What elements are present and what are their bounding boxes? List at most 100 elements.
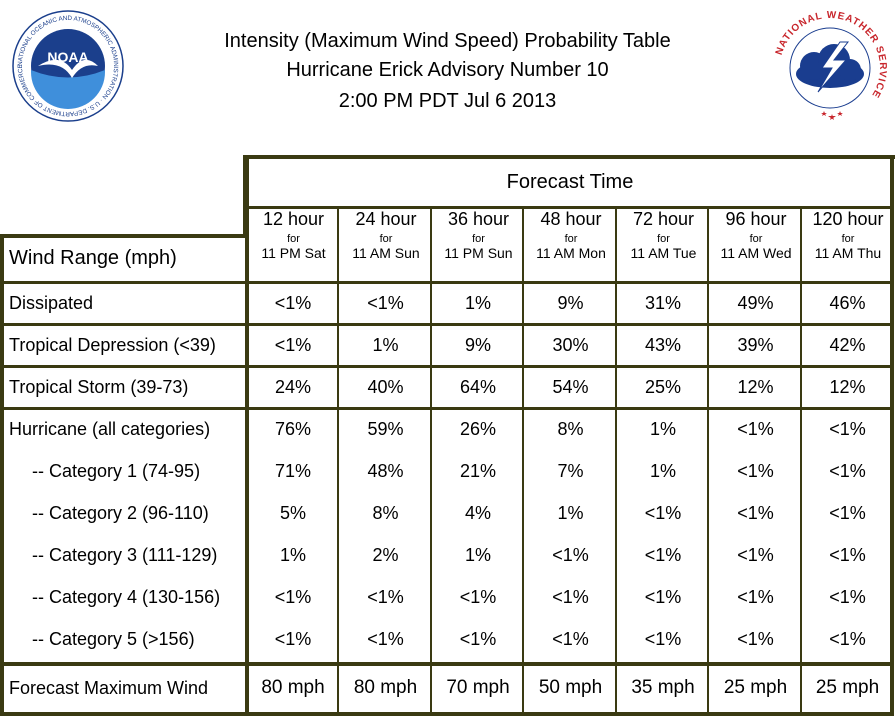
probability-cell: <1% <box>737 502 774 523</box>
probability-cell: 25% <box>644 376 682 397</box>
table-border <box>0 234 4 716</box>
probability-cell: <1% <box>644 544 682 565</box>
column-for: for <box>749 233 763 245</box>
column-time: 11 AM Mon <box>536 245 606 261</box>
probability-cell: 43% <box>644 334 682 355</box>
max-wind-cell: 50 mph <box>538 677 603 698</box>
row-label: -- Category 1 (74-95) <box>32 460 201 481</box>
probability-cell: <1% <box>274 292 312 313</box>
probability-cell: 1% <box>557 502 584 523</box>
svg-text:NOAA: NOAA <box>47 49 88 65</box>
probability-cell: 39% <box>737 334 774 355</box>
probability-cell: 8% <box>372 502 399 523</box>
probability-cell: 40% <box>367 376 404 397</box>
column-for: for <box>841 233 855 245</box>
probability-cell: <1% <box>829 544 866 565</box>
probability-cell: <1% <box>367 628 404 649</box>
probability-cell: 21% <box>459 460 497 481</box>
probability-cell: 76% <box>274 418 312 439</box>
probability-cell: 7% <box>557 460 584 481</box>
probability-cell: <1% <box>737 586 774 607</box>
column-hour: 12 hour <box>262 209 325 229</box>
row-label: -- Category 3 (111-129) <box>32 544 218 565</box>
table-border <box>243 206 894 209</box>
probability-cell: 1% <box>372 334 399 355</box>
probability-cell: <1% <box>274 334 312 355</box>
column-header: 36 hour for 11 PM Sun <box>434 209 523 261</box>
column-time: 11 AM Tue <box>630 245 697 261</box>
probability-cell: <1% <box>552 544 589 565</box>
probability-cell: 9% <box>464 334 491 355</box>
row-label: Hurricane (all categories) <box>9 418 211 439</box>
probability-cell: 59% <box>367 418 404 439</box>
max-wind-label: Forecast Maximum Wind <box>9 677 209 698</box>
probability-cell: 1% <box>464 544 491 565</box>
probability-cell: 1% <box>279 544 306 565</box>
probability-cell: 48% <box>367 460 404 481</box>
probability-cell: <1% <box>274 586 312 607</box>
probability-cell: 26% <box>459 418 497 439</box>
max-wind-cell: 25 mph <box>815 677 880 698</box>
column-hour: 36 hour <box>447 209 510 229</box>
row-divider <box>0 323 894 326</box>
column-divider <box>522 206 524 716</box>
table-border <box>0 234 247 238</box>
probability-cell: 8% <box>557 418 584 439</box>
probability-cell: <1% <box>644 586 682 607</box>
row-label: Tropical Storm (39-73) <box>9 376 189 397</box>
column-hour: 24 hour <box>355 209 417 229</box>
max-wind-cell: 80 mph <box>261 677 325 698</box>
nws-logo: NATIONAL WEATHER SERVICE <box>773 10 887 125</box>
probability-cell: <1% <box>552 586 589 607</box>
probability-cell: 71% <box>274 460 312 481</box>
column-for: for <box>657 233 670 245</box>
forecast-time-header: Forecast Time <box>506 170 634 193</box>
row-divider <box>0 365 894 368</box>
probability-cell: <1% <box>644 628 682 649</box>
row-label: -- Category 2 (96-110) <box>32 502 209 523</box>
probability-cell: <1% <box>274 628 312 649</box>
probability-cell: 12% <box>829 376 866 397</box>
page-title: Intensity (Maximum Wind Speed) Probabili… <box>224 30 671 52</box>
probability-cell: <1% <box>367 586 404 607</box>
column-time: 11 PM Sun <box>444 245 513 261</box>
column-header: 48 hour for 11 AM Mon <box>526 209 616 261</box>
row-divider <box>0 407 894 410</box>
table-border <box>243 155 895 159</box>
probability-cell: <1% <box>829 460 866 481</box>
probability-cell: 49% <box>737 292 774 313</box>
column-divider <box>615 206 617 716</box>
probability-cell: <1% <box>829 586 866 607</box>
column-header: 72 hour for 11 AM Tue <box>619 209 708 261</box>
column-divider <box>800 206 802 716</box>
column-for: for <box>287 233 300 245</box>
column-for: for <box>472 233 485 245</box>
noaa-logo: NATIONAL OCEANIC AND ATMOSPHERIC ADMINIS… <box>12 10 124 122</box>
wind-range-label: Wind Range (mph) <box>9 246 177 269</box>
row-divider <box>0 281 894 284</box>
max-wind-cell: 70 mph <box>446 677 510 698</box>
max-wind-cell: 35 mph <box>631 677 695 698</box>
table-border <box>890 155 894 716</box>
column-hour: 96 hour <box>725 209 787 229</box>
row-label: Dissipated <box>9 292 94 313</box>
column-hour: 120 hour <box>812 209 884 229</box>
probability-cell: 9% <box>557 292 584 313</box>
probability-cell: 31% <box>644 292 682 313</box>
table-border <box>0 712 894 716</box>
probability-cell: 2% <box>372 544 399 565</box>
advisory-timestamp: 2:00 PM PDT Jul 6 2013 <box>338 90 557 112</box>
probability-cell: 42% <box>829 334 866 355</box>
probability-cell: <1% <box>552 628 589 649</box>
column-divider <box>245 155 249 716</box>
column-time: 11 PM Sat <box>261 245 326 261</box>
probability-cell: 4% <box>464 502 491 523</box>
probability-cell: 54% <box>552 376 589 397</box>
probability-cell: 12% <box>737 376 774 397</box>
probability-cell: <1% <box>459 628 497 649</box>
max-wind-cell: 80 mph <box>353 677 418 698</box>
probability-cell: <1% <box>829 502 866 523</box>
column-header: 12 hour for 11 PM Sat <box>249 209 338 261</box>
advisory-subtitle: Hurricane Erick Advisory Number 10 <box>286 59 609 81</box>
probability-cell: 46% <box>829 292 866 313</box>
